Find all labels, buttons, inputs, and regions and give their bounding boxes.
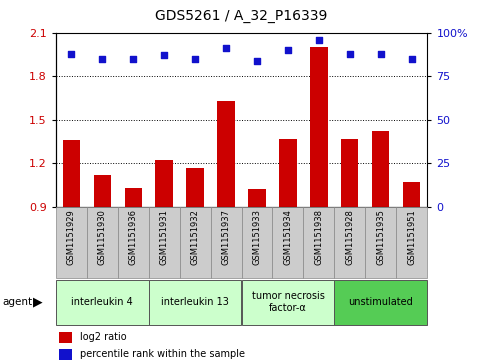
Bar — [334, 280, 427, 325]
Point — [253, 58, 261, 64]
Bar — [403, 182, 421, 207]
Point — [377, 51, 385, 57]
Bar — [149, 280, 242, 325]
Point — [129, 56, 137, 62]
Bar — [117, 207, 149, 278]
Text: GSM1151951: GSM1151951 — [408, 209, 416, 265]
Point — [222, 45, 230, 51]
Bar — [180, 207, 211, 278]
Text: GSM1151933: GSM1151933 — [253, 209, 261, 265]
Text: GSM1151928: GSM1151928 — [345, 209, 355, 265]
Bar — [397, 207, 427, 278]
Text: agent: agent — [2, 297, 32, 307]
Text: GSM1151932: GSM1151932 — [190, 209, 199, 265]
Bar — [59, 348, 72, 359]
Text: unstimulated: unstimulated — [349, 297, 413, 307]
Bar — [59, 332, 72, 343]
Point — [160, 52, 168, 58]
Bar — [272, 207, 303, 278]
Text: GSM1151935: GSM1151935 — [376, 209, 385, 265]
Text: GDS5261 / A_32_P16339: GDS5261 / A_32_P16339 — [156, 9, 327, 23]
Bar — [156, 160, 172, 207]
Bar — [341, 139, 358, 207]
Text: GSM1151931: GSM1151931 — [159, 209, 169, 265]
Bar — [94, 175, 111, 207]
Point — [346, 51, 354, 57]
Point — [315, 37, 323, 42]
Bar — [242, 207, 272, 278]
Point — [98, 56, 106, 62]
Bar — [217, 101, 235, 207]
Bar — [366, 207, 397, 278]
Bar — [186, 168, 203, 207]
Text: log2 ratio: log2 ratio — [80, 333, 127, 342]
Text: interleukin 4: interleukin 4 — [71, 297, 133, 307]
Bar — [334, 207, 366, 278]
Bar — [149, 207, 180, 278]
Point — [191, 56, 199, 62]
Bar — [280, 139, 297, 207]
Bar — [56, 207, 86, 278]
Bar — [242, 280, 334, 325]
Text: percentile rank within the sample: percentile rank within the sample — [80, 349, 245, 359]
Bar — [86, 207, 117, 278]
Text: GSM1151937: GSM1151937 — [222, 209, 230, 265]
Text: GSM1151929: GSM1151929 — [67, 209, 75, 265]
Text: interleukin 13: interleukin 13 — [161, 297, 229, 307]
Text: ▶: ▶ — [33, 295, 43, 309]
Text: GSM1151930: GSM1151930 — [98, 209, 107, 265]
Text: GSM1151936: GSM1151936 — [128, 209, 138, 265]
Bar — [311, 47, 327, 207]
Bar — [62, 140, 80, 207]
Point — [408, 56, 416, 62]
Bar — [211, 207, 242, 278]
Bar — [56, 280, 149, 325]
Point — [284, 47, 292, 53]
Point — [67, 51, 75, 57]
Bar — [125, 188, 142, 207]
Bar — [303, 207, 334, 278]
Bar — [372, 131, 389, 207]
Text: GSM1151934: GSM1151934 — [284, 209, 293, 265]
Bar — [248, 189, 266, 207]
Text: GSM1151938: GSM1151938 — [314, 209, 324, 265]
Text: tumor necrosis
factor-α: tumor necrosis factor-α — [252, 291, 325, 313]
